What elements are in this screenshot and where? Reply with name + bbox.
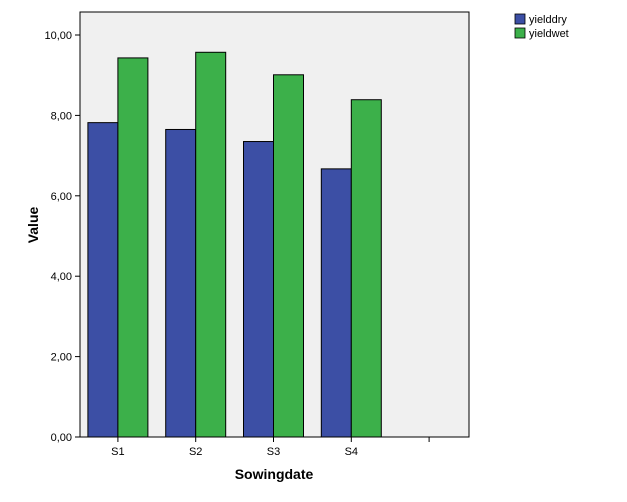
x-axis-title: Sowingdate xyxy=(235,466,314,482)
x-tick-label: S1 xyxy=(111,446,124,458)
bar-yielddry-s4 xyxy=(320,168,352,438)
bar-yieldwet-s2 xyxy=(195,51,227,438)
legend: yielddry yieldwet xyxy=(514,13,569,40)
legend-swatch-yieldwet xyxy=(514,27,526,39)
bar-yieldwet-s4 xyxy=(350,99,382,438)
bars-layer xyxy=(87,51,382,438)
y-tick-label: 10,00 xyxy=(44,30,72,42)
y-tick-label: 6,00 xyxy=(51,191,72,203)
bar-yieldwet-s3 xyxy=(273,74,304,438)
x-tick-label: S4 xyxy=(345,446,358,458)
axes-layer: 0,00 2,00 4,00 6,00 8,00 10,00 S1 S2 S3 S4 xyxy=(44,30,430,458)
y-axis-title: Value xyxy=(25,207,41,244)
y-tick-label: 8,00 xyxy=(51,110,72,122)
bar-yieldwet-s1 xyxy=(117,57,149,438)
x-tick-label: S2 xyxy=(189,446,202,458)
legend-swatch-yielddry xyxy=(514,13,526,25)
bar-yielddry-s1 xyxy=(87,122,119,438)
legend-label-yieldwet: yieldwet xyxy=(529,28,569,40)
x-tick-label: S3 xyxy=(267,446,280,458)
bar-yielddry-s2 xyxy=(165,128,197,438)
bar-yielddry-s3 xyxy=(243,141,274,438)
y-tick-label: 2,00 xyxy=(51,352,72,364)
legend-label-yielddry: yielddry xyxy=(529,14,567,26)
y-tick-label: 0,00 xyxy=(51,432,72,444)
y-tick-label: 4,00 xyxy=(51,271,72,283)
